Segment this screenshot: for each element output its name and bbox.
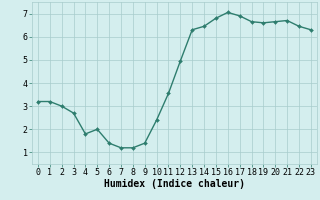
X-axis label: Humidex (Indice chaleur): Humidex (Indice chaleur) [104,179,245,189]
